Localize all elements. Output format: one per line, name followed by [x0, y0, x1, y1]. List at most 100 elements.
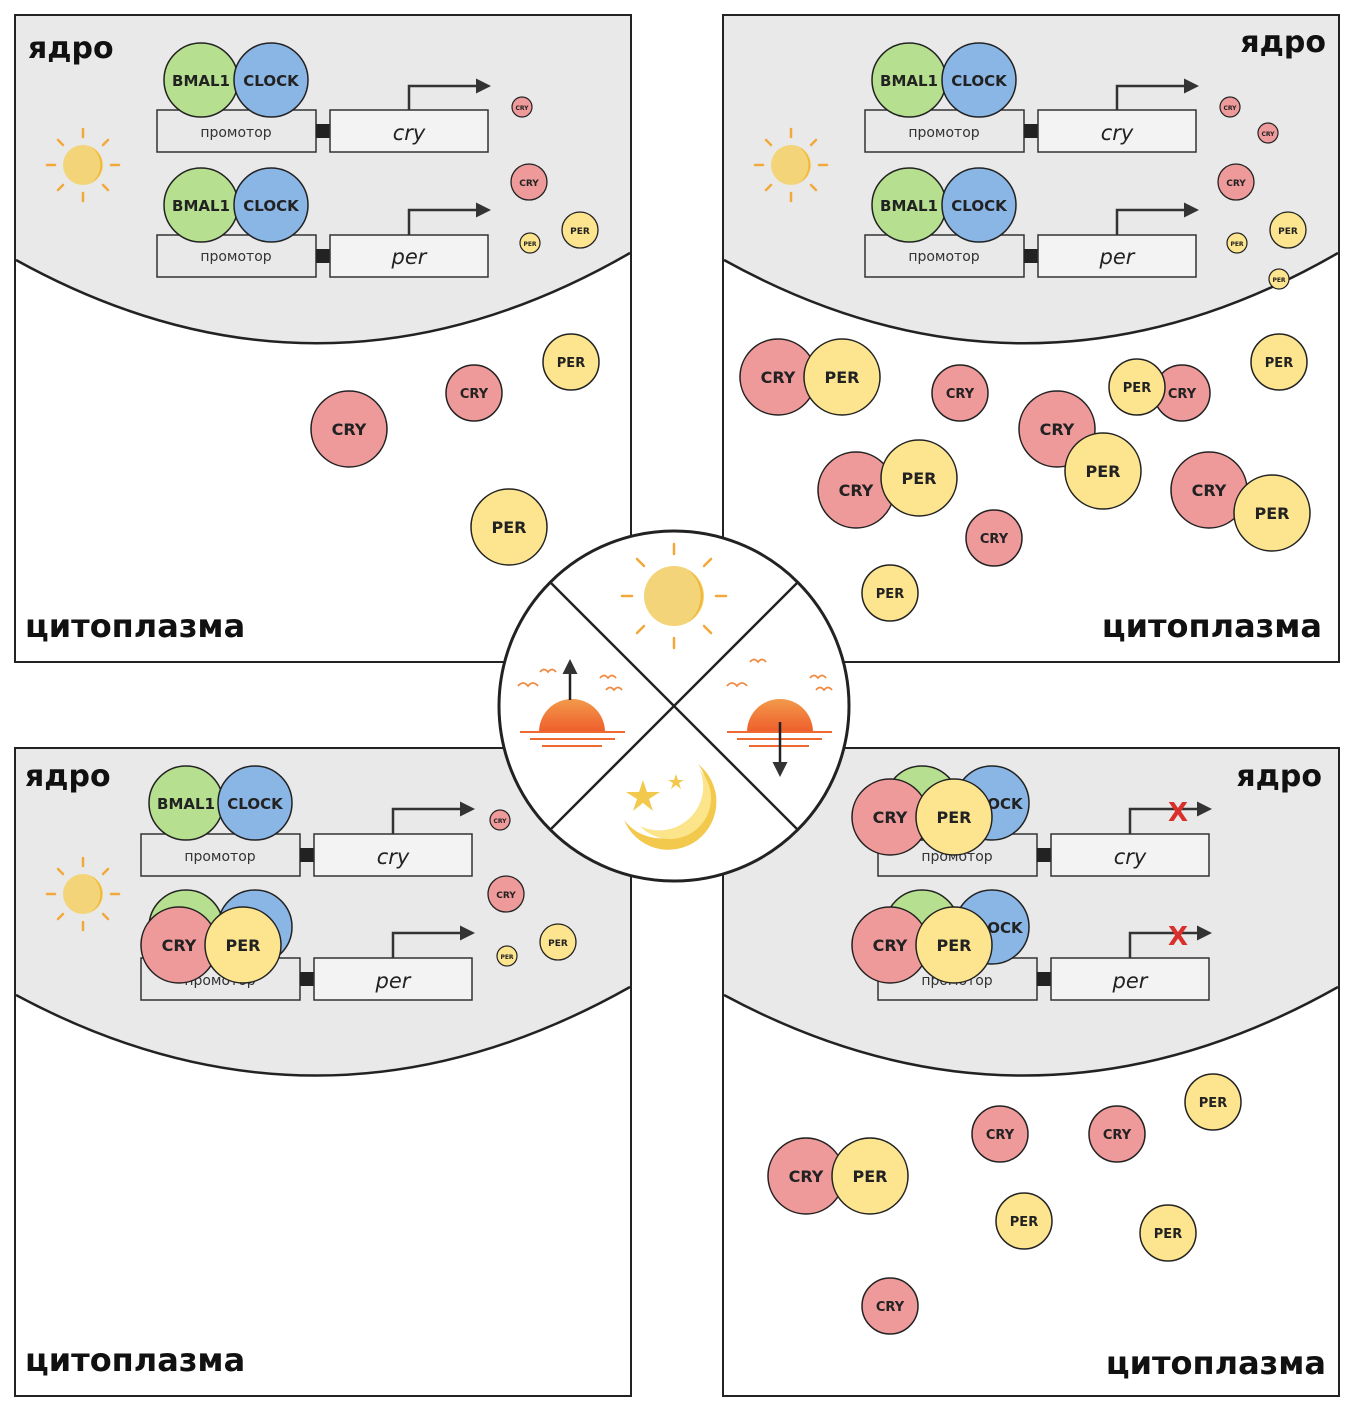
blocked-mark: X	[1168, 922, 1188, 952]
svg-text:CRY: CRY	[986, 1128, 1015, 1143]
gene-cry-label: cry	[377, 845, 410, 869]
panel-bottom-right: ядро цитоплазма cry X OCK промотор CRY P…	[722, 747, 1340, 1397]
promoter-label: промотор	[908, 125, 979, 141]
per-protein: PER	[470, 488, 548, 566]
bmal1-protein: BMAL1	[163, 167, 239, 243]
svg-text:CRY: CRY	[1040, 420, 1075, 439]
svg-text:OCK: OCK	[987, 795, 1024, 813]
cry-protein: CRY	[851, 906, 929, 984]
per-protein: PER	[1108, 358, 1166, 416]
nucleus-label: ядро	[28, 31, 114, 66]
svg-text:PER: PER	[1154, 1227, 1182, 1242]
cry-protein: CRY	[1257, 122, 1279, 144]
svg-text:PER: PER	[500, 954, 513, 961]
cry-protein: CRY	[489, 809, 511, 831]
svg-text:CRY: CRY	[493, 818, 507, 825]
cry-protein: CRY	[971, 1105, 1029, 1163]
svg-text:BMAL1: BMAL1	[172, 197, 230, 215]
gene-construct-cry: промотор cry BMAL1 CLOCK	[864, 42, 1199, 153]
svg-text:CRY: CRY	[162, 936, 197, 955]
cytoplasm-label: цитоплазма	[25, 607, 245, 645]
cry-protein: CRY	[487, 875, 525, 913]
sun-icon	[753, 127, 829, 203]
svg-text:CRY: CRY	[496, 891, 516, 901]
promoter-label: промотор	[184, 849, 255, 865]
cry-protein: CRY	[965, 509, 1023, 567]
per-protein: PER	[204, 906, 282, 984]
sunrise-icon	[517, 659, 625, 747]
per-protein: PER	[1250, 333, 1308, 391]
svg-text:PER: PER	[1278, 227, 1298, 237]
svg-text:CRY: CRY	[519, 179, 539, 189]
gene-construct-cry: промотор cry BMAL1 CLOCK	[140, 765, 475, 877]
bmal1-protein: BMAL1	[871, 42, 947, 118]
per-protein: PER	[803, 338, 881, 416]
svg-text:PER: PER	[492, 518, 527, 537]
svg-text:CRY: CRY	[460, 387, 489, 402]
svg-text:CRY: CRY	[1103, 1128, 1132, 1143]
nucleus-label: ядро	[1240, 25, 1326, 60]
clock-protein: CLOCK	[217, 765, 293, 841]
svg-text:PER: PER	[825, 368, 860, 387]
svg-text:PER: PER	[937, 936, 972, 955]
gene-construct-per: промотор per BMAL1 CLOCK	[156, 167, 491, 278]
svg-text:CRY: CRY	[761, 368, 796, 387]
panel-bottom-left: ядро цитоплазма промотор cry BMAL1 CLOCK	[14, 747, 632, 1397]
clock-protein: CLOCK	[233, 42, 309, 118]
star-icon	[626, 774, 684, 811]
cry-protein: CRY	[310, 390, 388, 468]
per-protein: PER	[542, 333, 600, 391]
per-protein: PER	[831, 1137, 909, 1215]
svg-text:PER: PER	[1123, 381, 1151, 396]
moon-icon	[624, 764, 717, 850]
per-protein: PER	[519, 232, 541, 254]
svg-text:PER: PER	[1230, 241, 1243, 248]
svg-text:CRY: CRY	[1192, 481, 1227, 500]
cry-protein: CRY	[1217, 163, 1255, 201]
svg-text:CRY: CRY	[1226, 179, 1246, 189]
per-protein: PER	[915, 906, 993, 984]
per-protein: PER	[915, 778, 993, 856]
gene-construct-cry: промотор cry BMAL1 CLOCK	[156, 42, 491, 153]
svg-text:CRY: CRY	[1168, 387, 1197, 402]
gene-cry-label: cry	[1101, 121, 1134, 145]
svg-text:CRY: CRY	[789, 1167, 824, 1186]
svg-text:CRY: CRY	[980, 532, 1009, 547]
svg-text:PER: PER	[937, 808, 972, 827]
svg-text:CRY: CRY	[515, 105, 529, 112]
per-protein: PER	[861, 564, 919, 622]
svg-text:PER: PER	[1199, 1096, 1227, 1111]
svg-text:CLOCK: CLOCK	[951, 197, 1008, 215]
per-protein: PER	[1233, 474, 1311, 552]
gene-cry-label: cry	[1114, 845, 1147, 869]
sunset-icon	[726, 658, 833, 777]
panel-top-right: ядро цитоплазма промотор cry BMAL1 CLOCK	[722, 14, 1340, 663]
gene-cry-label: cry	[393, 121, 426, 145]
sun-icon	[45, 127, 121, 203]
svg-text:PER: PER	[902, 469, 937, 488]
per-protein: PER	[539, 923, 577, 961]
gene-per-label: per	[375, 969, 412, 993]
nucleus-label: ядро	[25, 759, 111, 794]
per-protein: PER	[1184, 1073, 1242, 1131]
per-protein: PER	[561, 211, 599, 249]
svg-text:PER: PER	[853, 1167, 888, 1186]
svg-text:PER: PER	[226, 936, 261, 955]
cytoplasm-label: цитоплазма	[1102, 607, 1322, 645]
svg-text:CLOCK: CLOCK	[951, 72, 1008, 90]
svg-text:CLOCK: CLOCK	[227, 795, 284, 813]
svg-text:BMAL1: BMAL1	[880, 72, 938, 90]
svg-text:CRY: CRY	[1223, 105, 1237, 112]
svg-text:PER: PER	[557, 356, 585, 371]
cry-protein: CRY	[511, 96, 533, 118]
svg-text:BMAL1: BMAL1	[880, 197, 938, 215]
svg-text:BMAL1: BMAL1	[157, 795, 215, 813]
panel-top-left: ядро цитоплазма промотор cry BMAL1 CLOCK	[14, 14, 632, 663]
per-protein: PER	[1226, 232, 1248, 254]
per-protein: PER	[1268, 268, 1290, 290]
per-protein: PER	[995, 1192, 1053, 1250]
svg-text:CLOCK: CLOCK	[243, 197, 300, 215]
clock-protein: CLOCK	[941, 42, 1017, 118]
clock-protein: CLOCK	[233, 167, 309, 243]
svg-text:CLOCK: CLOCK	[243, 72, 300, 90]
